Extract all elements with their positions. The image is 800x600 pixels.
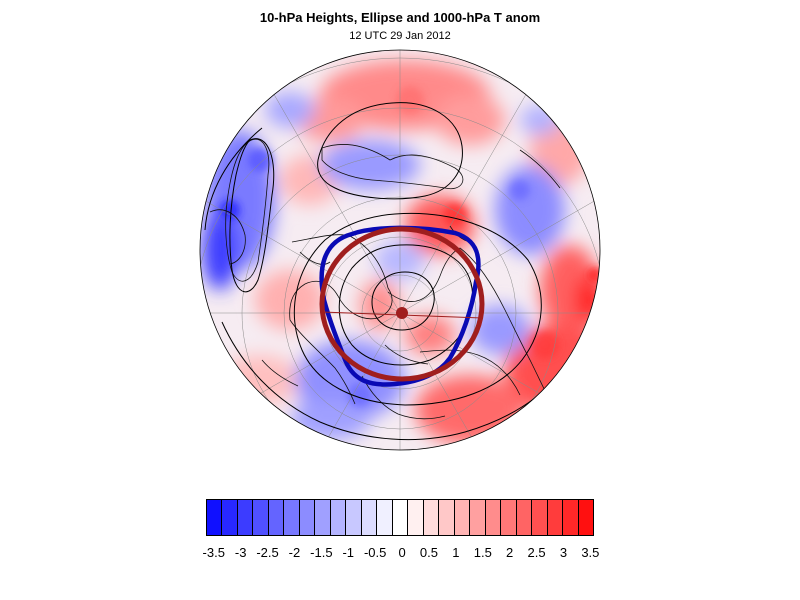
vortex-ellipses [319, 225, 485, 387]
coastlines [209, 139, 561, 420]
colorbar-box [315, 500, 331, 535]
chart-title: 10-hPa Heights, Ellipse and 1000-hPa T a… [259, 10, 541, 25]
chart-subtitle: 12 UTC 29 Jan 2012 [349, 30, 451, 42]
colorbar-box [485, 500, 502, 535]
colorbar-box [423, 500, 440, 535]
colorbar-box [299, 500, 316, 535]
colorbar-tick-label: -1.5 [310, 545, 333, 560]
polar-map [199, 49, 601, 451]
colorbar-box [547, 500, 564, 535]
colorbar-tick-label: 1.5 [473, 545, 492, 560]
colorbar-box [222, 500, 238, 535]
colorbar-box [361, 500, 378, 535]
colorbar-box [578, 500, 594, 535]
colorbar-box [268, 500, 285, 535]
colorbar-tick-label: -1 [342, 545, 355, 560]
colorbar-box [330, 500, 347, 535]
colorbar-tick-label: -3 [234, 545, 247, 560]
colorbar-box [501, 500, 517, 535]
colorbar-box [516, 500, 533, 535]
colorbar-box [253, 500, 269, 535]
map-boundary [199, 49, 601, 451]
graticule [200, 50, 600, 450]
colorbar-tick-labels: -3.5 -3 -2.5 -2 -1.5 -1 -0.5 0 0.5 1 1.5 2 2.5 3 3.5 [0, 545, 800, 563]
colorbar-box [237, 500, 254, 535]
colorbar-box [563, 500, 579, 535]
colorbar-tick-label: -2 [288, 545, 301, 560]
colorbar-tick-label: -2.5 [256, 545, 279, 560]
colorbar-tick-label: 2.5 [527, 545, 546, 560]
colorbar-box [346, 500, 362, 535]
ellipse-center [396, 307, 408, 319]
fitted-ellipse [319, 226, 485, 382]
colorbar-box [207, 500, 223, 535]
colorbar-tick-label: -3.5 [202, 545, 225, 560]
colorbar-tick-label: 3.5 [581, 545, 600, 560]
height-contours [204, 102, 581, 441]
colorbar-box [377, 500, 393, 535]
colorbar-box [284, 500, 300, 535]
colorbar-tick-label: 2 [506, 545, 514, 560]
colorbar-tick-label: -0.5 [363, 545, 387, 560]
colorbar-tick-label: 0 [398, 545, 406, 560]
colorbar-box [532, 500, 548, 535]
colorbar-box [470, 500, 486, 535]
colorbar-box [439, 500, 455, 535]
colorbar-box [408, 500, 424, 535]
colorbar-box [454, 500, 471, 535]
colorbar-box [392, 500, 409, 535]
colorbar-tick-label: 3 [559, 545, 568, 560]
colorbar-tick-label: 0.5 [419, 545, 438, 560]
colorbar [206, 499, 594, 536]
colorbar-tick-label: 1 [452, 545, 460, 560]
